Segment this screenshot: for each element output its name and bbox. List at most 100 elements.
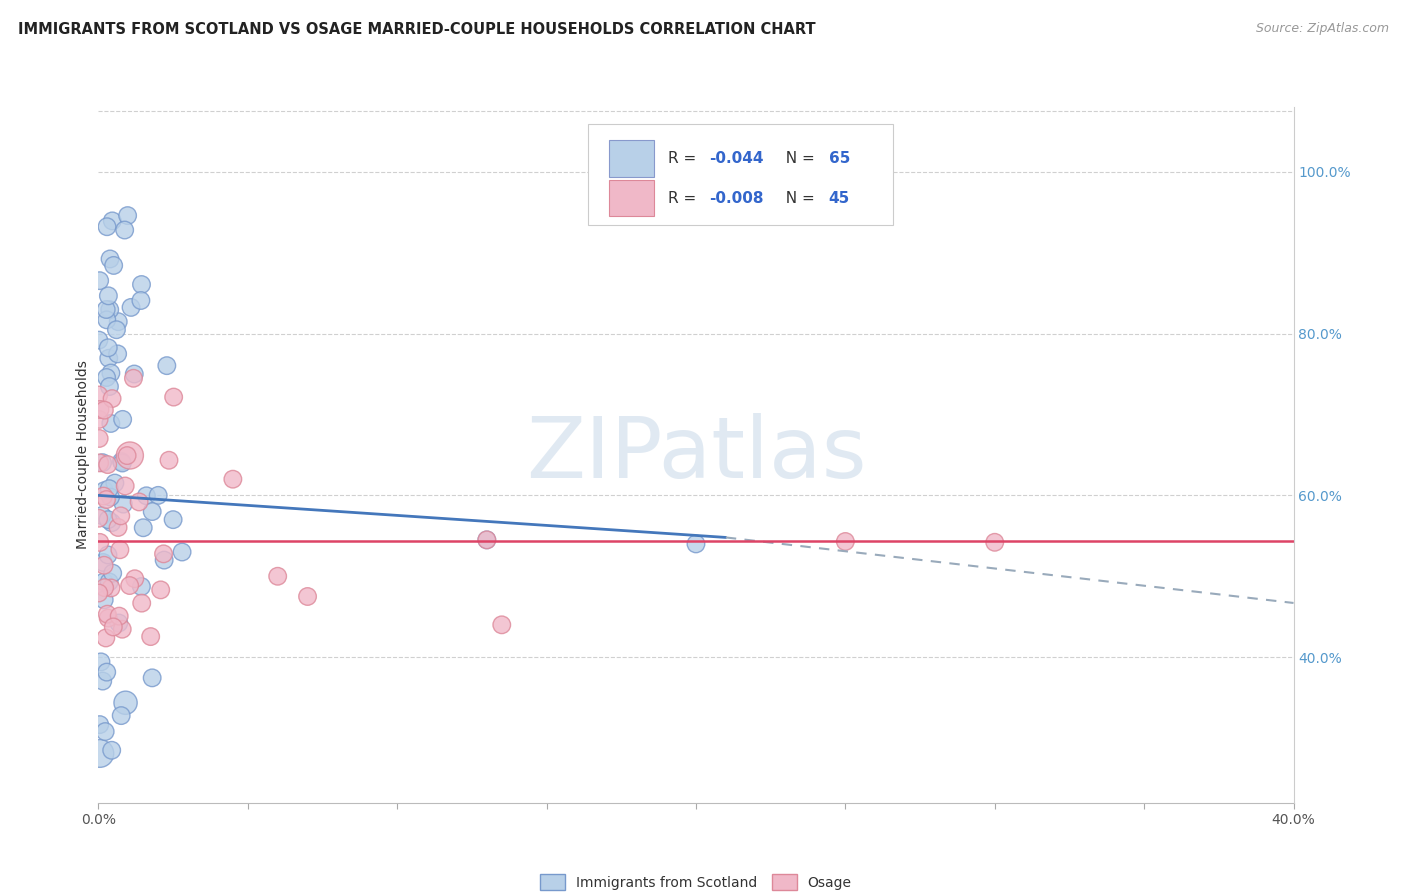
Point (222, 472, 245, 486)
Text: Source: ZipAtlas.com: Source: ZipAtlas.com (1256, 22, 1389, 36)
Text: -0.008: -0.008 (709, 191, 763, 206)
Point (91, 456, 114, 470)
Point (87, 586, 110, 600)
Point (96, 370, 118, 384)
Point (124, 367, 146, 381)
FancyBboxPatch shape (609, 140, 654, 177)
Point (93, 483, 115, 498)
Point (91, 508, 114, 523)
Point (100, 490, 122, 504)
Point (491, 617, 513, 632)
Legend: Immigrants from Scotland, Osage: Immigrants from Scotland, Osage (534, 869, 858, 892)
FancyBboxPatch shape (609, 180, 654, 216)
Point (104, 476, 127, 491)
Point (131, 596, 153, 610)
Point (162, 513, 184, 527)
Text: N =: N = (776, 191, 820, 206)
Point (97, 458, 120, 472)
Point (98, 379, 121, 393)
Point (111, 412, 134, 426)
Point (156, 359, 179, 373)
Point (475, 533, 498, 547)
Point (87, 511, 110, 525)
Text: -0.044: -0.044 (709, 151, 763, 166)
Point (131, 277, 153, 292)
Point (110, 708, 132, 723)
Point (94, 724, 117, 739)
Point (118, 449, 141, 463)
Point (834, 534, 856, 549)
Point (141, 504, 163, 518)
Point (96, 313, 118, 327)
Point (98, 302, 121, 317)
Point (93, 403, 115, 417)
Point (89, 535, 111, 549)
Point (118, 578, 141, 592)
Point (107, 315, 129, 329)
Y-axis label: Married-couple Households: Married-couple Households (76, 360, 90, 549)
Point (89, 402, 111, 417)
Text: 65: 65 (828, 151, 851, 166)
Point (163, 390, 186, 404)
Point (87, 412, 110, 426)
Point (98, 482, 121, 496)
Point (107, 347, 129, 361)
Point (97, 548, 120, 562)
Point (93, 574, 115, 589)
Point (93, 581, 115, 595)
Point (111, 456, 134, 470)
Point (97, 513, 120, 527)
Point (132, 521, 155, 535)
Point (103, 259, 125, 273)
Point (135, 489, 157, 503)
Point (128, 495, 150, 509)
Point (984, 535, 1007, 549)
Point (120, 301, 142, 315)
Text: R =: R = (668, 151, 702, 166)
Point (122, 371, 145, 385)
Point (91, 674, 114, 689)
Point (97, 611, 120, 625)
Point (108, 542, 131, 557)
Point (100, 581, 122, 595)
Point (97, 289, 120, 303)
Point (108, 609, 131, 624)
Point (115, 449, 138, 463)
Point (149, 582, 172, 597)
Point (101, 214, 124, 228)
Point (153, 553, 176, 567)
Point (89, 456, 111, 470)
Point (172, 545, 194, 559)
Text: N =: N = (776, 151, 820, 166)
Point (267, 569, 290, 583)
Point (96, 665, 118, 679)
Point (107, 520, 129, 534)
Point (129, 293, 152, 308)
Point (124, 572, 146, 586)
Point (110, 508, 132, 523)
Text: IMMIGRANTS FROM SCOTLAND VS OSAGE MARRIED-COUPLE HOUSEHOLDS CORRELATION CHART: IMMIGRANTS FROM SCOTLAND VS OSAGE MARRIE… (18, 22, 815, 37)
Point (89, 717, 111, 731)
Point (152, 547, 174, 561)
Point (157, 453, 180, 467)
Point (114, 223, 136, 237)
Point (97, 341, 120, 355)
Point (87, 388, 110, 402)
Point (89, 274, 111, 288)
Point (100, 516, 122, 530)
Point (111, 622, 134, 636)
FancyBboxPatch shape (588, 124, 893, 226)
Point (96, 302, 118, 317)
Point (141, 671, 163, 685)
Point (87, 333, 110, 347)
Text: 45: 45 (828, 191, 849, 206)
Point (96, 607, 118, 622)
Point (91, 556, 114, 570)
Text: R =: R = (668, 191, 702, 206)
Point (96, 219, 118, 234)
Point (93, 558, 115, 573)
Point (94, 631, 117, 645)
Point (101, 566, 124, 581)
Point (475, 533, 498, 547)
Point (105, 323, 128, 337)
